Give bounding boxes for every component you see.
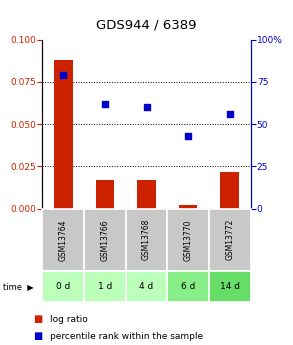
Text: ■: ■	[33, 314, 43, 324]
Point	[61, 72, 66, 78]
Bar	[84, 209, 126, 271]
Text: GSM13772: GSM13772	[225, 219, 234, 260]
Bar	[126, 271, 167, 302]
Bar	[42, 271, 84, 302]
Bar	[42, 209, 84, 271]
Bar	[167, 271, 209, 302]
Bar	[54, 60, 73, 209]
Text: 6 d: 6 d	[181, 282, 195, 291]
Bar	[126, 209, 167, 271]
Text: ■: ■	[33, 332, 43, 341]
Text: 1 d: 1 d	[98, 282, 112, 291]
Text: 0 d: 0 d	[56, 282, 71, 291]
Bar	[167, 209, 209, 271]
Text: GSM13768: GSM13768	[142, 219, 151, 260]
Point	[144, 105, 149, 110]
Text: time  ▶: time ▶	[3, 282, 34, 291]
Point	[186, 133, 190, 139]
Bar	[137, 180, 156, 209]
Bar	[96, 180, 114, 209]
Text: 4 d: 4 d	[139, 282, 154, 291]
Point	[227, 111, 232, 117]
Bar	[84, 271, 126, 302]
Text: GSM13764: GSM13764	[59, 219, 68, 260]
Text: percentile rank within the sample: percentile rank within the sample	[50, 332, 203, 341]
Bar	[209, 271, 251, 302]
Text: GDS944 / 6389: GDS944 / 6389	[96, 19, 197, 32]
Bar	[209, 209, 251, 271]
Point	[103, 101, 107, 107]
Bar	[179, 205, 197, 209]
Text: GSM13770: GSM13770	[184, 219, 193, 260]
Text: GSM13766: GSM13766	[100, 219, 109, 260]
Text: 14 d: 14 d	[220, 282, 240, 291]
Bar	[220, 171, 239, 209]
Text: log ratio: log ratio	[50, 315, 88, 324]
